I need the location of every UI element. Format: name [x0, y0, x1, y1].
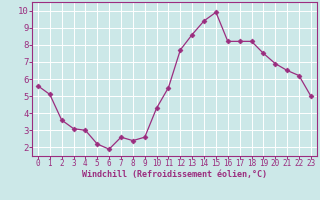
X-axis label: Windchill (Refroidissement éolien,°C): Windchill (Refroidissement éolien,°C): [82, 170, 267, 179]
